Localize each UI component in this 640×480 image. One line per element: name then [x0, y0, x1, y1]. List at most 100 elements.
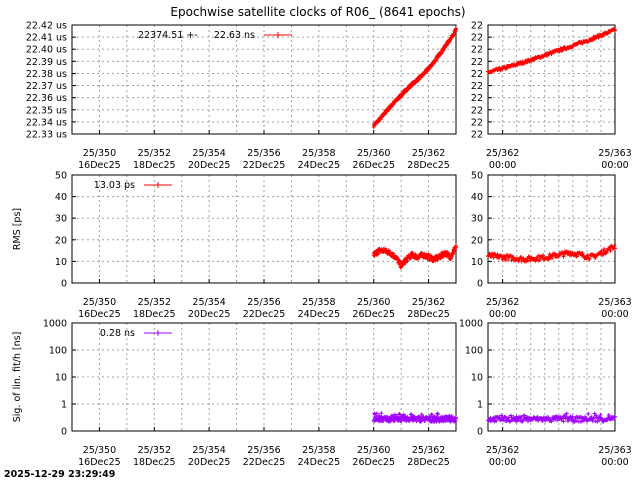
- data-point: [561, 419, 566, 424]
- data-point: [495, 252, 500, 257]
- x-tick-label-date: 18Dec25: [133, 160, 176, 171]
- data-point: [566, 419, 571, 424]
- data-point: [550, 256, 555, 261]
- x-tick-label: 25/360: [357, 445, 390, 456]
- data-point: [593, 419, 598, 424]
- data-point: [399, 418, 404, 423]
- data-point: [403, 260, 408, 265]
- y-tick-label: 22.41 us: [26, 33, 67, 44]
- data-point: [587, 256, 592, 261]
- y-tick-label: 10: [471, 373, 483, 384]
- x-tick-label-date: 26Dec25: [352, 160, 395, 171]
- data-point: [526, 419, 531, 424]
- plot-frame: [71, 24, 457, 135]
- data-point: [397, 411, 402, 416]
- plot-frame: [487, 322, 616, 432]
- y-tick-label: 1: [477, 400, 483, 411]
- x-tick-label-date: 16Dec25: [78, 160, 121, 171]
- y-axis-label: RMS [ps]: [12, 208, 23, 250]
- x-tick-label: 25/363: [598, 148, 631, 159]
- x-tick-label-date: 22Dec25: [243, 160, 286, 171]
- x-tick-label-date: 00:00: [489, 457, 516, 468]
- data-point: [583, 414, 588, 419]
- x-tick-label: 25/356: [247, 148, 280, 159]
- y-tick-label: 30: [55, 214, 67, 225]
- y-tick-label: 20: [55, 235, 67, 246]
- x-tick-label: 25/358: [302, 148, 335, 159]
- x-tick-label: 25/358: [302, 445, 335, 456]
- y-tick-label: 50: [55, 171, 67, 182]
- data-point: [499, 413, 504, 418]
- plot-frame: [487, 174, 616, 284]
- x-tick-label: 25/360: [357, 297, 390, 308]
- x-tick-label: 25/352: [138, 445, 171, 456]
- legend-mean: 22374.51 +-: [138, 30, 198, 41]
- legend-sigma: 0.28 ns: [100, 328, 135, 339]
- data-point: [597, 418, 602, 423]
- y-tick-label: 22: [471, 69, 483, 80]
- timestamp: 2025-12-29 23:29:49: [4, 469, 115, 480]
- y-tick-label: 22: [471, 45, 483, 56]
- x-tick-label-date: 00:00: [601, 160, 628, 171]
- data-point: [408, 256, 413, 261]
- x-tick-label: 25/354: [192, 297, 225, 308]
- x-tick-label-date: 20Dec25: [188, 309, 231, 320]
- data-point: [405, 258, 410, 263]
- data-point: [612, 243, 617, 248]
- clock-panel-zoom: 2222222222222222222225/36200:0025/36300:…: [471, 21, 632, 172]
- data-point: [584, 256, 589, 261]
- data-point: [541, 253, 546, 258]
- legend-sigma: 22.63 ns: [214, 30, 255, 41]
- data-point: [608, 248, 613, 253]
- y-tick-label: 20: [471, 235, 483, 246]
- data-point: [491, 255, 496, 260]
- x-tick-label: 25/350: [83, 148, 116, 159]
- data-point: [429, 412, 434, 417]
- data-point: [454, 26, 458, 31]
- data-point: [564, 411, 569, 416]
- x-tick-label: 25/362: [412, 297, 445, 308]
- data-point: [494, 418, 499, 423]
- data-point: [606, 412, 611, 417]
- y-tick-label: 22: [471, 105, 483, 116]
- x-tick-label-date: 24Dec25: [298, 309, 341, 320]
- x-tick-label: 25/350: [83, 445, 116, 456]
- data-point: [574, 254, 579, 259]
- data-point: [604, 250, 609, 255]
- y-tick-label: 10: [471, 257, 483, 268]
- y-tick-label: 22.33 us: [26, 130, 67, 141]
- data-point: [409, 412, 414, 417]
- data-point: [435, 411, 440, 416]
- data-point: [605, 418, 610, 423]
- x-tick-label: 25/350: [83, 297, 116, 308]
- x-tick-label: 25/356: [247, 445, 280, 456]
- data-point: [505, 66, 510, 71]
- y-tick-label: 22.42 us: [26, 21, 67, 32]
- y-tick-label: 30: [471, 214, 483, 225]
- y-tick-label: 1000: [459, 319, 483, 330]
- data-point: [454, 415, 458, 420]
- data-point: [531, 58, 536, 63]
- data-point: [454, 243, 458, 248]
- x-tick-label: 25/354: [192, 445, 225, 456]
- x-tick-label-date: 00:00: [489, 309, 516, 320]
- y-tick-label: 22.38 us: [26, 69, 67, 80]
- legend-line: [144, 330, 172, 336]
- data-point: [419, 412, 424, 417]
- y-tick-label: 22: [471, 21, 483, 32]
- x-tick-label: 25/362: [412, 445, 445, 456]
- data-point: [586, 411, 591, 416]
- y-tick-label: 22: [471, 33, 483, 44]
- data-point: [598, 412, 603, 417]
- legend-line: [144, 182, 172, 188]
- x-tick-label: 25/363: [598, 297, 631, 308]
- x-tick-label: 25/354: [192, 148, 225, 159]
- data-point: [538, 257, 543, 262]
- data-point: [574, 254, 579, 259]
- data-point: [570, 414, 575, 419]
- data-point: [564, 414, 569, 419]
- x-tick-label-date: 22Dec25: [243, 309, 286, 320]
